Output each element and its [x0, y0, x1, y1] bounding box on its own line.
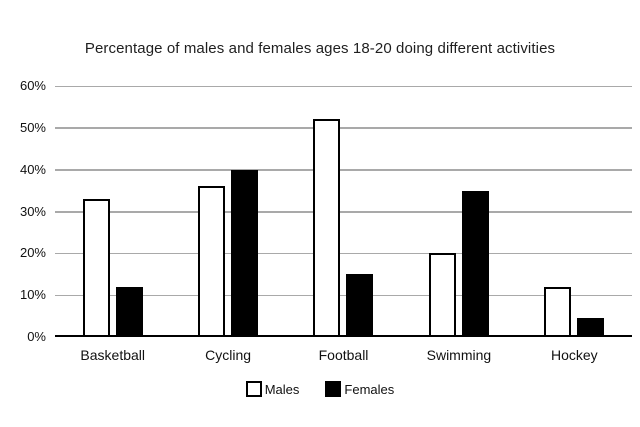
bar-females-swimming [461, 190, 489, 337]
bar-males-hockey [544, 286, 572, 337]
y-axis-label-50: 50% [19, 119, 46, 135]
bar-males-cycling [198, 186, 226, 337]
bar-females-football [346, 274, 374, 337]
bar-males-football [313, 119, 341, 337]
legend-swatch-males [245, 381, 262, 397]
gridline-30 [55, 211, 632, 213]
y-axis-label-0: 0% [27, 329, 46, 344]
x-axis-label-football: Football [318, 347, 369, 363]
gridline-20 [55, 252, 632, 255]
y-axis-label-10: 10% [19, 287, 46, 303]
bar-males-basketball [82, 198, 110, 337]
y-axis-label-20: 20% [19, 245, 46, 261]
x-axis-label-basketball: Basketball [80, 347, 145, 363]
gridline-50 [55, 127, 632, 129]
bar-group-cycling [170, 169, 285, 337]
legend-label-females: Females [344, 381, 395, 397]
legend: Males Females [0, 381, 640, 397]
bar-group-basketball [55, 198, 170, 337]
gridline-10 [55, 294, 632, 297]
bar-group-hockey [517, 286, 632, 337]
legend-item-females: Females [325, 381, 394, 397]
x-axis-label-cycling: Cycling [205, 347, 252, 363]
gridline-40 [55, 169, 632, 171]
plot-area [55, 85, 632, 337]
bar-males-swimming [428, 253, 456, 337]
legend-label-males: Males [264, 381, 300, 397]
bar-females-basketball [115, 286, 143, 337]
y-axis-label-60: 60% [19, 78, 46, 93]
bar-group-football [286, 119, 401, 337]
gridline-60 [55, 85, 632, 87]
bar-group-swimming [401, 190, 516, 337]
legend-swatch-females [325, 381, 342, 397]
chart-title: Percentage of males and females ages 18-… [84, 40, 556, 57]
x-axis-labels: Basketball Cycling Football Swimming Hockey [55, 347, 632, 363]
y-axis-label-40: 40% [19, 161, 46, 177]
x-axis-label-swimming: Swimming [426, 347, 492, 363]
bar-females-cycling [231, 169, 259, 337]
x-axis-label-hockey: Hockey [550, 347, 598, 363]
x-axis-line [55, 335, 632, 337]
y-axis-label-30: 30% [19, 203, 46, 219]
legend-item-males: Males [245, 381, 300, 397]
